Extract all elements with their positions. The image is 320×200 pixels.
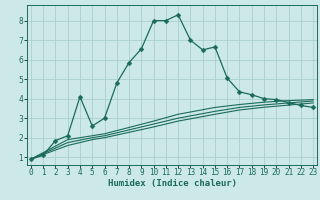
X-axis label: Humidex (Indice chaleur): Humidex (Indice chaleur) bbox=[108, 179, 236, 188]
